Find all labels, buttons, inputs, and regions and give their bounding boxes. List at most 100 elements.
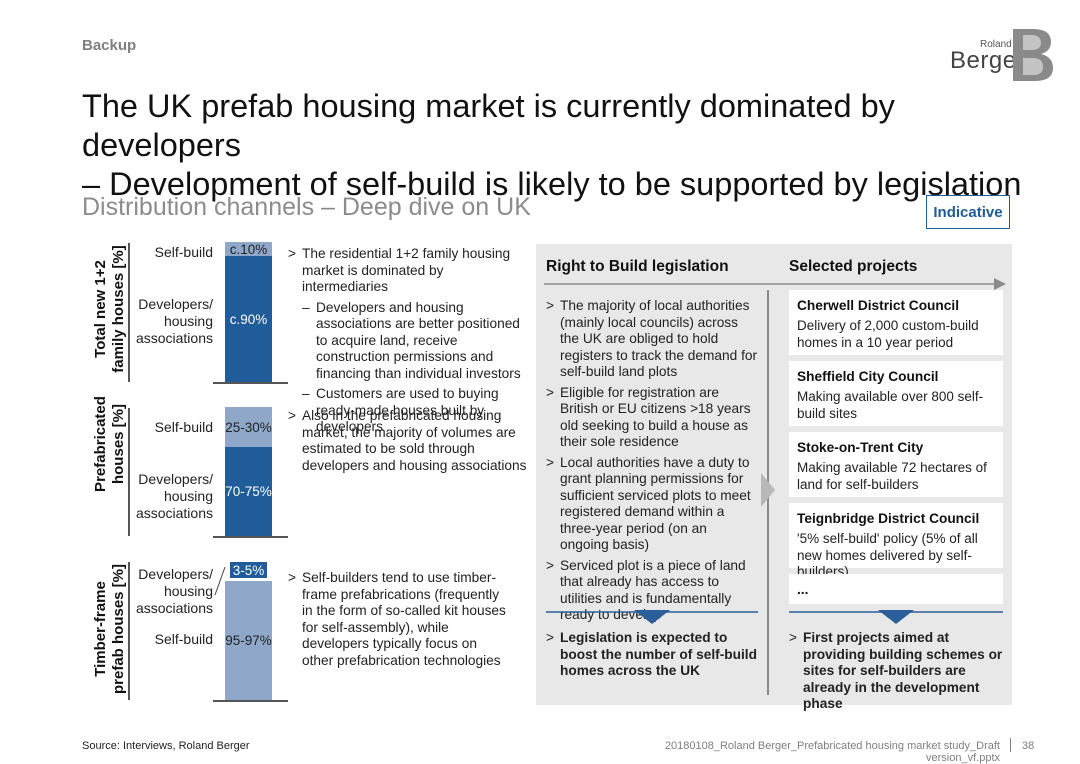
row-label-line: family houses [%] [110, 245, 127, 373]
bullet-text: First projects aimed at providing buildi… [803, 630, 1003, 711]
project-name: Stoke-on-Trent City [797, 440, 924, 455]
project-name: Sheffield City Council [797, 369, 939, 384]
bullet-item: > Legislation is expected to boost the nu… [546, 630, 758, 680]
project-description: '5% self-build' policy (5% of all new ho… [797, 531, 978, 579]
section-label: Backup [82, 37, 137, 54]
row-divider-line [128, 243, 130, 382]
row-divider-line [128, 408, 130, 536]
bar-segment-developers: c.90% [225, 256, 272, 382]
project-card: Teignbridge District Council '5% self-bu… [789, 503, 1003, 579]
row-label-total-houses: Total new 1+2 family houses [%] [92, 239, 128, 379]
row-label-line: Timber-frame [92, 581, 109, 677]
conclusion-divider-right [789, 610, 1003, 624]
row1-bullets: > The residential 1+2 family housing mark… [288, 246, 528, 436]
bullet-item: > Serviced plot is a piece of land that a… [546, 558, 758, 624]
project-card: Sheffield City Council Making available … [789, 361, 1003, 426]
logo-b-mark-icon [1013, 29, 1053, 81]
bullet-text: Serviced plot is a piece of land that al… [560, 557, 746, 623]
page-number: 38 [1022, 740, 1035, 752]
bullet-item: > The residential 1+2 family housing mark… [288, 246, 528, 296]
row3-bullets: > Self-builders tend to use timber-frame … [288, 570, 508, 669]
bar-baseline [213, 700, 288, 702]
label-leader-line [214, 566, 226, 596]
legislation-bullets: > The majority of local authorities (main… [546, 298, 758, 624]
projects-heading: Selected projects [789, 258, 918, 275]
bar-label-top: Developers/ housing associations [135, 566, 213, 616]
bullet-item: > The majority of local authorities (main… [546, 298, 758, 381]
bullet-text: Also in the prefabricated housing market… [302, 408, 527, 473]
bar-label-bottom: Developers/ housing associations [135, 471, 213, 521]
bar-segment-self-build: 25-30% [225, 407, 272, 447]
project-name: ... [797, 582, 809, 597]
bullet-marker: > [546, 630, 554, 645]
bar-baseline [213, 536, 288, 538]
bar-label-bottom: Developers/ housing associations [135, 296, 213, 346]
bar-segment-self-build: c.10% [225, 242, 272, 257]
bar-baseline [213, 382, 288, 384]
row-divider-line [128, 562, 130, 700]
project-card: Stoke-on-Trent City Making available 72 … [789, 432, 1003, 497]
title-line-1: The UK prefab housing market is currentl… [82, 88, 895, 163]
file-name: 20180108_Roland Berger_Prefabricated hou… [664, 740, 1000, 764]
bullet-item: – Developers and housing associations are… [288, 300, 528, 383]
title-line-2: – Development of self-build is likely to… [82, 166, 1022, 202]
bullet-item: > First projects aimed at providing build… [789, 630, 1007, 713]
legislation-heading: Right to Build legislation [546, 258, 729, 275]
legislation-conclusion: > Legislation is expected to boost the nu… [546, 630, 758, 680]
bullet-item: – Customers are used to buying ready-made… [288, 386, 528, 436]
row-label-line: Prefabricated [92, 396, 109, 492]
bullet-text: Eligible for registration are British or… [560, 384, 751, 450]
bullet-marker: > [789, 630, 797, 645]
project-description: Delivery of 2,000 custom-build homes in … [797, 318, 979, 350]
bullet-item: > Self-builders tend to use timber-frame … [288, 570, 508, 669]
logo-text-roland: Roland [980, 39, 1012, 50]
bullet-text: Developers and housing associations are … [316, 299, 521, 381]
bullet-text: Legislation is expected to boost the num… [560, 630, 757, 678]
bar-label-bottom: Self-build [154, 631, 213, 647]
project-description: Making available over 800 self-build sit… [797, 389, 984, 421]
row-label-timber-frame: Timber-frame prefab houses [%] [92, 559, 128, 699]
bullet-text: Customers are used to buying ready-made … [316, 386, 499, 434]
conclusion-divider-left [546, 610, 758, 624]
bullet-marker: – [302, 386, 310, 401]
bullet-text: Local authorities have a duty to grant p… [560, 454, 751, 553]
bullet-marker: > [546, 557, 554, 573]
page-title: The UK prefab housing market is currentl… [82, 87, 1032, 204]
project-card: Cherwell District Council Delivery of 2,… [789, 290, 1003, 355]
bar-segment-self-build: 95-97% [225, 581, 272, 700]
row-label-line: prefab houses [%] [110, 563, 127, 695]
bullet-marker: > [288, 246, 296, 261]
bullet-item: > Local authorities have a duty to grant … [546, 455, 758, 554]
row-label-prefabricated: Prefabricated houses [%] [92, 374, 128, 514]
row-label-line: Total new 1+2 [92, 260, 109, 358]
page-subtitle: Distribution channels – Deep dive on UK [82, 193, 531, 221]
bullet-marker: > [546, 298, 554, 313]
row-label-line: houses [%] [110, 404, 127, 485]
row2-bullets: > Also in the prefabricated housing marke… [288, 408, 528, 474]
projects-conclusion: > First projects aimed at providing build… [789, 630, 1007, 713]
bullet-text: The majority of local authorities (mainl… [560, 298, 758, 379]
bullet-marker: > [546, 384, 554, 400]
project-card-more: ... [789, 574, 1003, 604]
bullet-item: > Also in the prefabricated housing marke… [288, 408, 528, 474]
bar-label-top: Self-build [154, 419, 213, 435]
logo-text-berger: Berger [950, 47, 1026, 74]
footer-separator [1010, 738, 1011, 752]
bullet-marker: > [288, 408, 296, 423]
bullet-marker: – [302, 299, 310, 315]
bar-label-top: Self-build [154, 244, 213, 260]
chevron-right-icon [761, 473, 775, 507]
bullet-marker: > [546, 454, 554, 470]
bullet-text: Self-builders tend to use timber-frame p… [302, 570, 506, 668]
process-arrow-icon [544, 278, 1006, 290]
source-note: Source: Interviews, Roland Berger [82, 740, 250, 752]
bar-segment-developers: 70-75% [225, 447, 272, 536]
bar-segment-developers: 3-5% [230, 562, 267, 578]
bullet-text: The residential 1+2 family housing marke… [302, 246, 511, 294]
project-name: Teignbridge District Council [797, 511, 980, 526]
project-name: Cherwell District Council [797, 298, 959, 313]
project-description: Making available 72 hectares of land for… [797, 460, 987, 492]
roland-berger-logo: Roland Berger [950, 29, 1060, 85]
indicative-badge: Indicative [926, 195, 1010, 229]
bullet-marker: > [288, 570, 296, 585]
